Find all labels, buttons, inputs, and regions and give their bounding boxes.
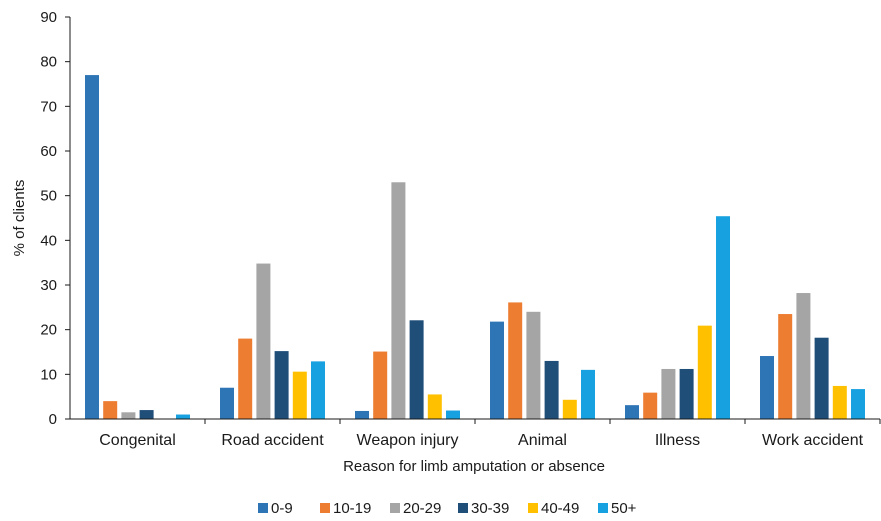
legend-label: 0-9	[271, 500, 293, 517]
legend-label: 20-29	[403, 500, 441, 517]
bar	[643, 392, 658, 419]
bar	[176, 414, 190, 419]
bar	[220, 387, 234, 419]
bar	[697, 325, 712, 419]
bar	[661, 368, 676, 419]
bar	[581, 369, 595, 419]
legend-swatch	[258, 503, 268, 513]
legend-swatch	[528, 503, 538, 513]
x-category-label: Illness	[655, 432, 700, 449]
bar	[625, 405, 639, 419]
y-tick-label: 10	[40, 366, 57, 383]
bar	[373, 351, 388, 419]
legend-label: 10-19	[333, 500, 371, 517]
bar	[562, 399, 577, 419]
x-category-label: Weapon injury	[357, 432, 459, 449]
y-tick-label: 60	[40, 143, 57, 160]
legend-swatch	[390, 503, 400, 513]
bar	[796, 293, 811, 419]
bar	[508, 302, 523, 419]
y-tick-label: 80	[40, 54, 57, 71]
bars	[85, 75, 865, 420]
bar	[814, 337, 829, 419]
bar	[311, 361, 325, 419]
bar	[716, 216, 730, 419]
bar	[490, 321, 504, 419]
legend-swatch	[458, 503, 468, 513]
y-tick-label: 40	[40, 232, 57, 249]
x-category-label: Congenital	[99, 432, 176, 449]
y-tick-label: 20	[40, 322, 57, 339]
x-category-label: Road accident	[221, 432, 324, 449]
legend: 0-9 10-19 20-29 30-39 40-49 50+	[258, 500, 637, 517]
legend-swatch	[320, 503, 330, 513]
x-axis-title: Reason for limb amputation or absence	[343, 458, 605, 475]
bar	[292, 371, 307, 419]
bar	[274, 351, 289, 419]
bar	[427, 394, 442, 419]
bar	[85, 75, 99, 420]
legend-label: 40-49	[541, 500, 579, 517]
x-axis-categories: Congenital Road accident Weapon injury Anim…	[99, 419, 881, 449]
bar	[778, 314, 793, 419]
y-tick-label: 70	[40, 98, 57, 115]
bar	[832, 385, 847, 419]
x-category-label: Animal	[518, 432, 567, 449]
legend-label: 30-39	[471, 500, 509, 517]
y-tick-label: 50	[40, 188, 57, 205]
x-category-label: Work accident	[762, 432, 864, 449]
legend-label: 50+	[611, 500, 637, 517]
bar	[409, 320, 424, 419]
bar	[103, 401, 118, 419]
bar	[851, 389, 865, 419]
y-tick-label: 0	[49, 411, 57, 428]
bar	[355, 410, 369, 419]
bar	[760, 356, 774, 419]
bar	[526, 311, 541, 419]
bar	[121, 412, 136, 419]
bar	[391, 182, 406, 419]
y-axis-title: % of clients	[11, 180, 28, 257]
y-tick-label: 90	[40, 9, 57, 26]
bar	[446, 410, 460, 419]
bar	[256, 263, 271, 419]
y-tick-label: 30	[40, 277, 57, 294]
bar	[544, 360, 559, 419]
bar	[238, 338, 253, 419]
bar	[139, 410, 154, 419]
bar	[679, 368, 694, 419]
y-axis-ticks: 0 10 20 30 40 50 60 70 80 90	[40, 9, 70, 428]
legend-swatch	[598, 503, 608, 513]
